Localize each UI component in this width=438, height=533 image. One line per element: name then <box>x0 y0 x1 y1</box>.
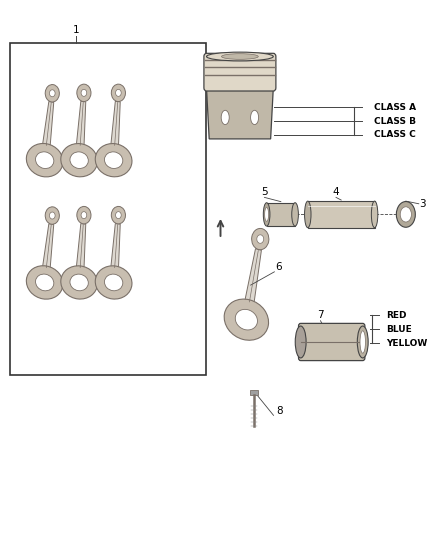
Ellipse shape <box>251 110 258 125</box>
Ellipse shape <box>77 84 91 102</box>
Ellipse shape <box>400 207 411 222</box>
FancyBboxPatch shape <box>299 324 365 361</box>
Text: CLASS A: CLASS A <box>374 102 416 111</box>
Text: 3: 3 <box>419 199 426 209</box>
Ellipse shape <box>49 90 55 97</box>
Ellipse shape <box>70 274 88 291</box>
Ellipse shape <box>26 143 63 177</box>
Ellipse shape <box>224 299 268 340</box>
Ellipse shape <box>222 54 258 59</box>
Polygon shape <box>76 223 86 270</box>
Ellipse shape <box>396 201 415 227</box>
Ellipse shape <box>292 203 298 226</box>
Ellipse shape <box>360 331 365 353</box>
Polygon shape <box>244 249 261 305</box>
Ellipse shape <box>26 266 63 299</box>
Ellipse shape <box>70 152 88 168</box>
FancyBboxPatch shape <box>204 53 276 91</box>
Ellipse shape <box>206 52 273 61</box>
Polygon shape <box>42 224 54 270</box>
Text: 2: 2 <box>241 62 247 72</box>
Text: YELLOW: YELLOW <box>386 338 427 348</box>
Ellipse shape <box>295 326 306 358</box>
Ellipse shape <box>104 274 123 291</box>
Ellipse shape <box>265 207 268 221</box>
Bar <box>250 390 258 395</box>
Text: RED: RED <box>386 311 407 320</box>
Text: 8: 8 <box>277 406 283 416</box>
Text: 4: 4 <box>333 187 339 197</box>
Bar <box>267 203 295 226</box>
Text: 6: 6 <box>276 262 282 271</box>
Ellipse shape <box>45 85 60 102</box>
Ellipse shape <box>35 274 54 291</box>
Ellipse shape <box>61 143 98 177</box>
Ellipse shape <box>116 90 121 96</box>
Polygon shape <box>76 101 86 148</box>
Ellipse shape <box>252 229 269 249</box>
Text: BLUE: BLUE <box>386 325 412 334</box>
Ellipse shape <box>77 206 91 224</box>
Ellipse shape <box>257 235 264 244</box>
Ellipse shape <box>95 266 132 299</box>
Ellipse shape <box>111 84 125 102</box>
Ellipse shape <box>45 207 60 224</box>
Ellipse shape <box>371 201 378 228</box>
Ellipse shape <box>235 309 258 330</box>
Ellipse shape <box>95 143 132 177</box>
Ellipse shape <box>116 212 121 219</box>
Polygon shape <box>206 88 273 139</box>
Text: 5: 5 <box>261 187 268 197</box>
Ellipse shape <box>304 201 311 228</box>
Ellipse shape <box>81 212 87 219</box>
Ellipse shape <box>104 152 123 168</box>
Text: 7: 7 <box>317 310 324 320</box>
Bar <box>10 43 206 375</box>
Ellipse shape <box>81 90 87 96</box>
Bar <box>308 201 374 228</box>
Polygon shape <box>111 101 120 148</box>
Text: 1: 1 <box>73 25 79 35</box>
Polygon shape <box>111 223 120 270</box>
Polygon shape <box>42 101 54 148</box>
Text: CLASS B: CLASS B <box>374 117 416 126</box>
Ellipse shape <box>111 206 125 224</box>
Ellipse shape <box>35 152 54 168</box>
Ellipse shape <box>263 203 270 226</box>
Ellipse shape <box>49 212 55 219</box>
Ellipse shape <box>221 110 229 125</box>
Ellipse shape <box>61 266 98 299</box>
Ellipse shape <box>357 326 368 358</box>
Text: CLASS C: CLASS C <box>374 130 415 139</box>
